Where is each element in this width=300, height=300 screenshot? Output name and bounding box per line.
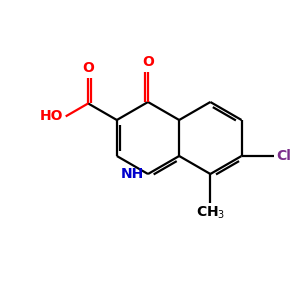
- Text: O: O: [82, 61, 94, 74]
- Text: Cl: Cl: [276, 149, 291, 163]
- Text: NH: NH: [121, 167, 144, 181]
- Text: HO: HO: [40, 110, 64, 123]
- Text: O: O: [142, 56, 154, 70]
- Text: CH$_3$: CH$_3$: [196, 205, 225, 221]
